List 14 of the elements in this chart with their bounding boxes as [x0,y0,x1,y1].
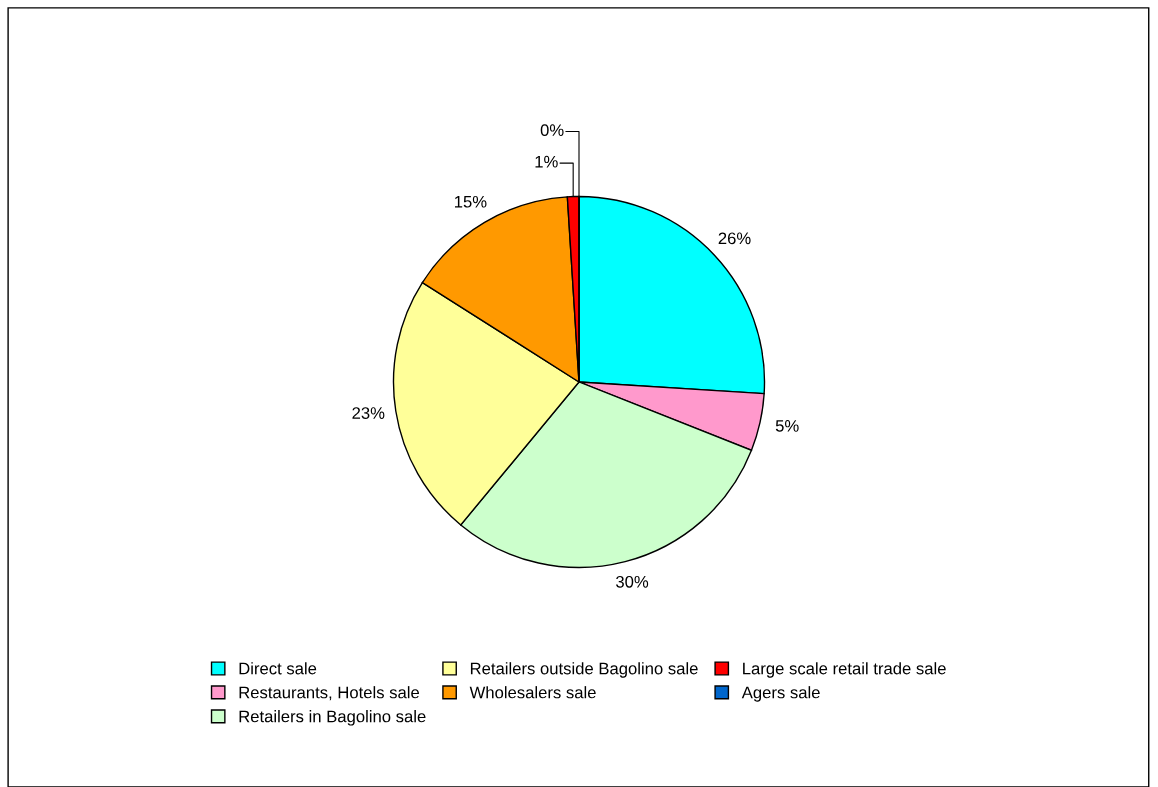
data-label: 23% [352,407,385,419]
data-label: 30% [616,575,649,588]
legend-label: Wholesalers sale [469,686,596,699]
data-label: 26% [718,232,751,245]
text: 0% [540,124,564,137]
legend-label: Direct sale [239,662,317,675]
legend-label: Restaurants, Hotels sale [239,686,420,701]
data-label: 1% [535,155,558,168]
data-label: 15% [455,195,487,208]
legend-label: Retailers in Bagolino sale [239,710,426,726]
data-label: 5% [775,420,799,432]
legend-label: Retailers outside Bagolino sale [470,662,698,678]
legend-label: Agers sale [741,686,820,702]
legend-label: Large scale retail trade sale [743,662,946,678]
